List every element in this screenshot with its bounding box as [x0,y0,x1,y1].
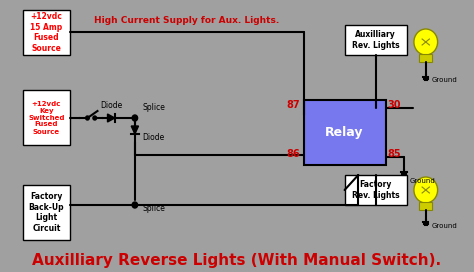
Text: Auxilliary
Rev. Lights: Auxilliary Rev. Lights [352,30,400,50]
Polygon shape [108,114,115,122]
Bar [303,100,386,165]
Bar [23,185,70,240]
Bar [345,175,407,205]
Text: Splice: Splice [142,204,165,213]
Text: Diode: Diode [142,133,164,142]
Text: Diode: Diode [100,101,122,110]
Text: Ground: Ground [410,178,435,184]
Bar [23,10,70,55]
Bar [23,90,70,145]
Text: Splice: Splice [142,103,165,112]
Text: Factory
Rev. Lights: Factory Rev. Lights [352,180,400,200]
Text: 87: 87 [286,100,300,110]
Text: High Current Supply for Aux. Lights.: High Current Supply for Aux. Lights. [94,16,279,25]
Text: Relay: Relay [325,126,364,139]
Text: 86: 86 [286,149,300,159]
Text: +12vdc
15 Amp
Fused
Source: +12vdc 15 Amp Fused Source [30,13,63,52]
Bar [419,54,432,62]
Polygon shape [131,126,138,134]
Circle shape [132,202,137,208]
Text: Factory
Back-Up
Light
Circuit: Factory Back-Up Light Circuit [28,192,64,233]
Circle shape [93,116,97,120]
Text: +12vdc
Key
Switched
Fused
Source: +12vdc Key Switched Fused Source [28,100,64,134]
Circle shape [86,116,89,120]
Bar [345,25,407,55]
Text: Ground: Ground [431,77,457,83]
Text: Auxilliary Reverse Lights (With Manual Switch).: Auxilliary Reverse Lights (With Manual S… [32,252,442,267]
Text: 85: 85 [387,149,401,159]
Circle shape [414,29,438,55]
Circle shape [414,177,438,203]
Text: Ground: Ground [431,223,457,229]
Bar [419,202,432,210]
Text: 30: 30 [387,100,401,110]
Circle shape [132,115,137,121]
